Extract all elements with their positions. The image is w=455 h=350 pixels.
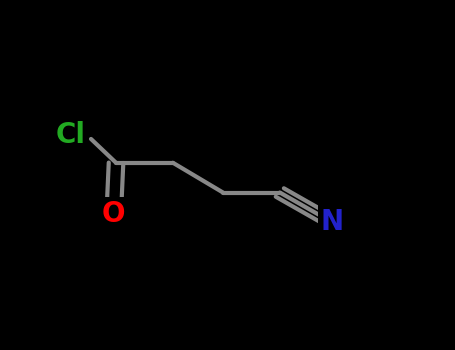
Text: N: N: [321, 208, 344, 236]
Text: O: O: [102, 199, 126, 228]
Text: Cl: Cl: [56, 121, 86, 149]
